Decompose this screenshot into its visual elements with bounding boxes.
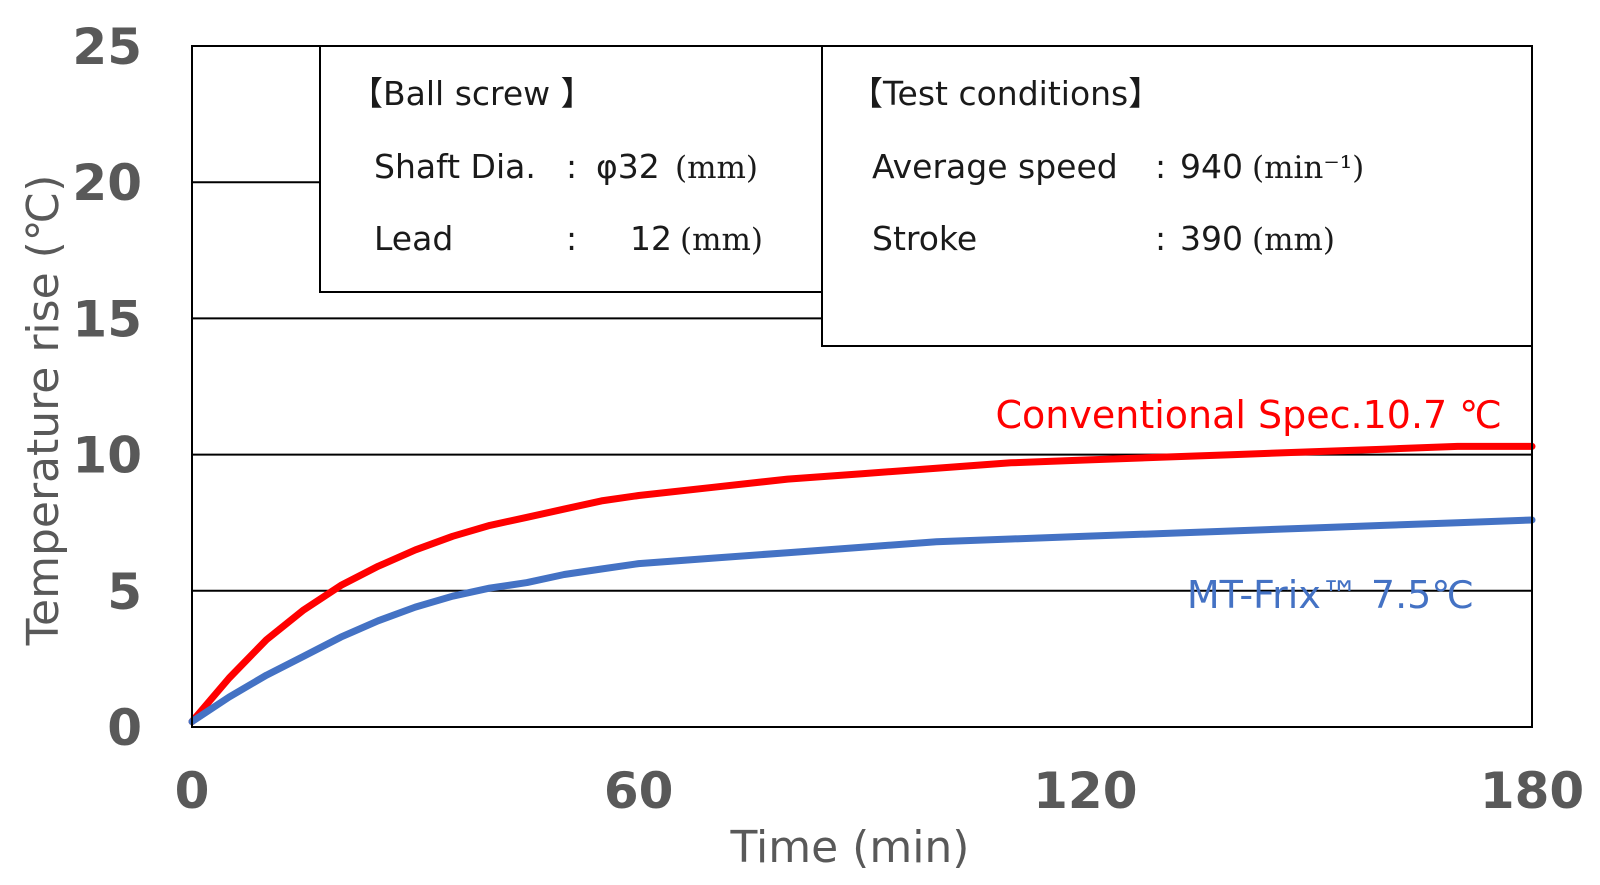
tick-labels: 0 5 10 15 20 25 0 60 120 180 <box>72 18 1584 820</box>
x-tick-label: 0 <box>175 762 210 820</box>
stroke-separator: : <box>1155 219 1166 258</box>
y-tick-label: 5 <box>107 563 142 621</box>
shaft-dia-value: φ32 <box>596 147 660 186</box>
average-speed-unit: (min⁻¹) <box>1252 150 1364 186</box>
lead-separator: : <box>566 219 577 258</box>
ball-screw-title: 【Ball screw 】 <box>350 74 594 113</box>
mtfrix-annotation: MT-Frix™ 7.5℃ <box>1187 573 1474 617</box>
shaft-dia-separator: : <box>566 147 577 186</box>
stroke-label: Stroke <box>872 219 977 258</box>
shaft-dia-unit: (mm) <box>675 150 758 186</box>
ball-screw-box: 【Ball screw 】 Shaft Dia. : φ32 (mm) Lead… <box>319 45 823 293</box>
y-tick-label: 15 <box>72 290 142 348</box>
stroke-unit: (mm) <box>1252 222 1335 258</box>
ball-screw-box-frame <box>319 45 823 293</box>
plot-frame <box>191 45 1533 728</box>
test-conditions-title: 【Test conditions】 <box>850 74 1161 113</box>
x-tick-label: 180 <box>1480 762 1584 820</box>
test-conditions-box-frame <box>821 45 1533 347</box>
lead-value: 12 <box>630 219 672 258</box>
y-tick-label: 10 <box>72 427 142 485</box>
average-speed-value: 940 <box>1180 147 1243 186</box>
test-conditions-box: 【Test conditions】 Average speed : 940 (m… <box>821 45 1533 347</box>
conventional-annotation: Conventional Spec.10.7 ℃ <box>996 393 1503 437</box>
y-axis-title: Temperature rise (℃) <box>18 175 69 647</box>
y-tick-label: 20 <box>72 154 142 212</box>
average-speed-separator: : <box>1155 147 1166 186</box>
x-axis-title: Time (min) <box>730 822 970 873</box>
y-tick-label: 25 <box>72 18 142 76</box>
x-tick-label: 60 <box>604 762 674 820</box>
lead-label: Lead <box>374 219 453 258</box>
series-line-mtfrix <box>188 516 1536 726</box>
series-line-conventional <box>188 442 1536 726</box>
lead-unit: (mm) <box>680 222 763 258</box>
stroke-value: 390 <box>1180 219 1243 258</box>
series-layer <box>188 442 1536 726</box>
x-tick-label: 120 <box>1033 762 1137 820</box>
shaft-dia-label: Shaft Dia. <box>374 147 536 186</box>
y-tick-label: 0 <box>107 699 142 757</box>
average-speed-label: Average speed <box>872 147 1118 186</box>
